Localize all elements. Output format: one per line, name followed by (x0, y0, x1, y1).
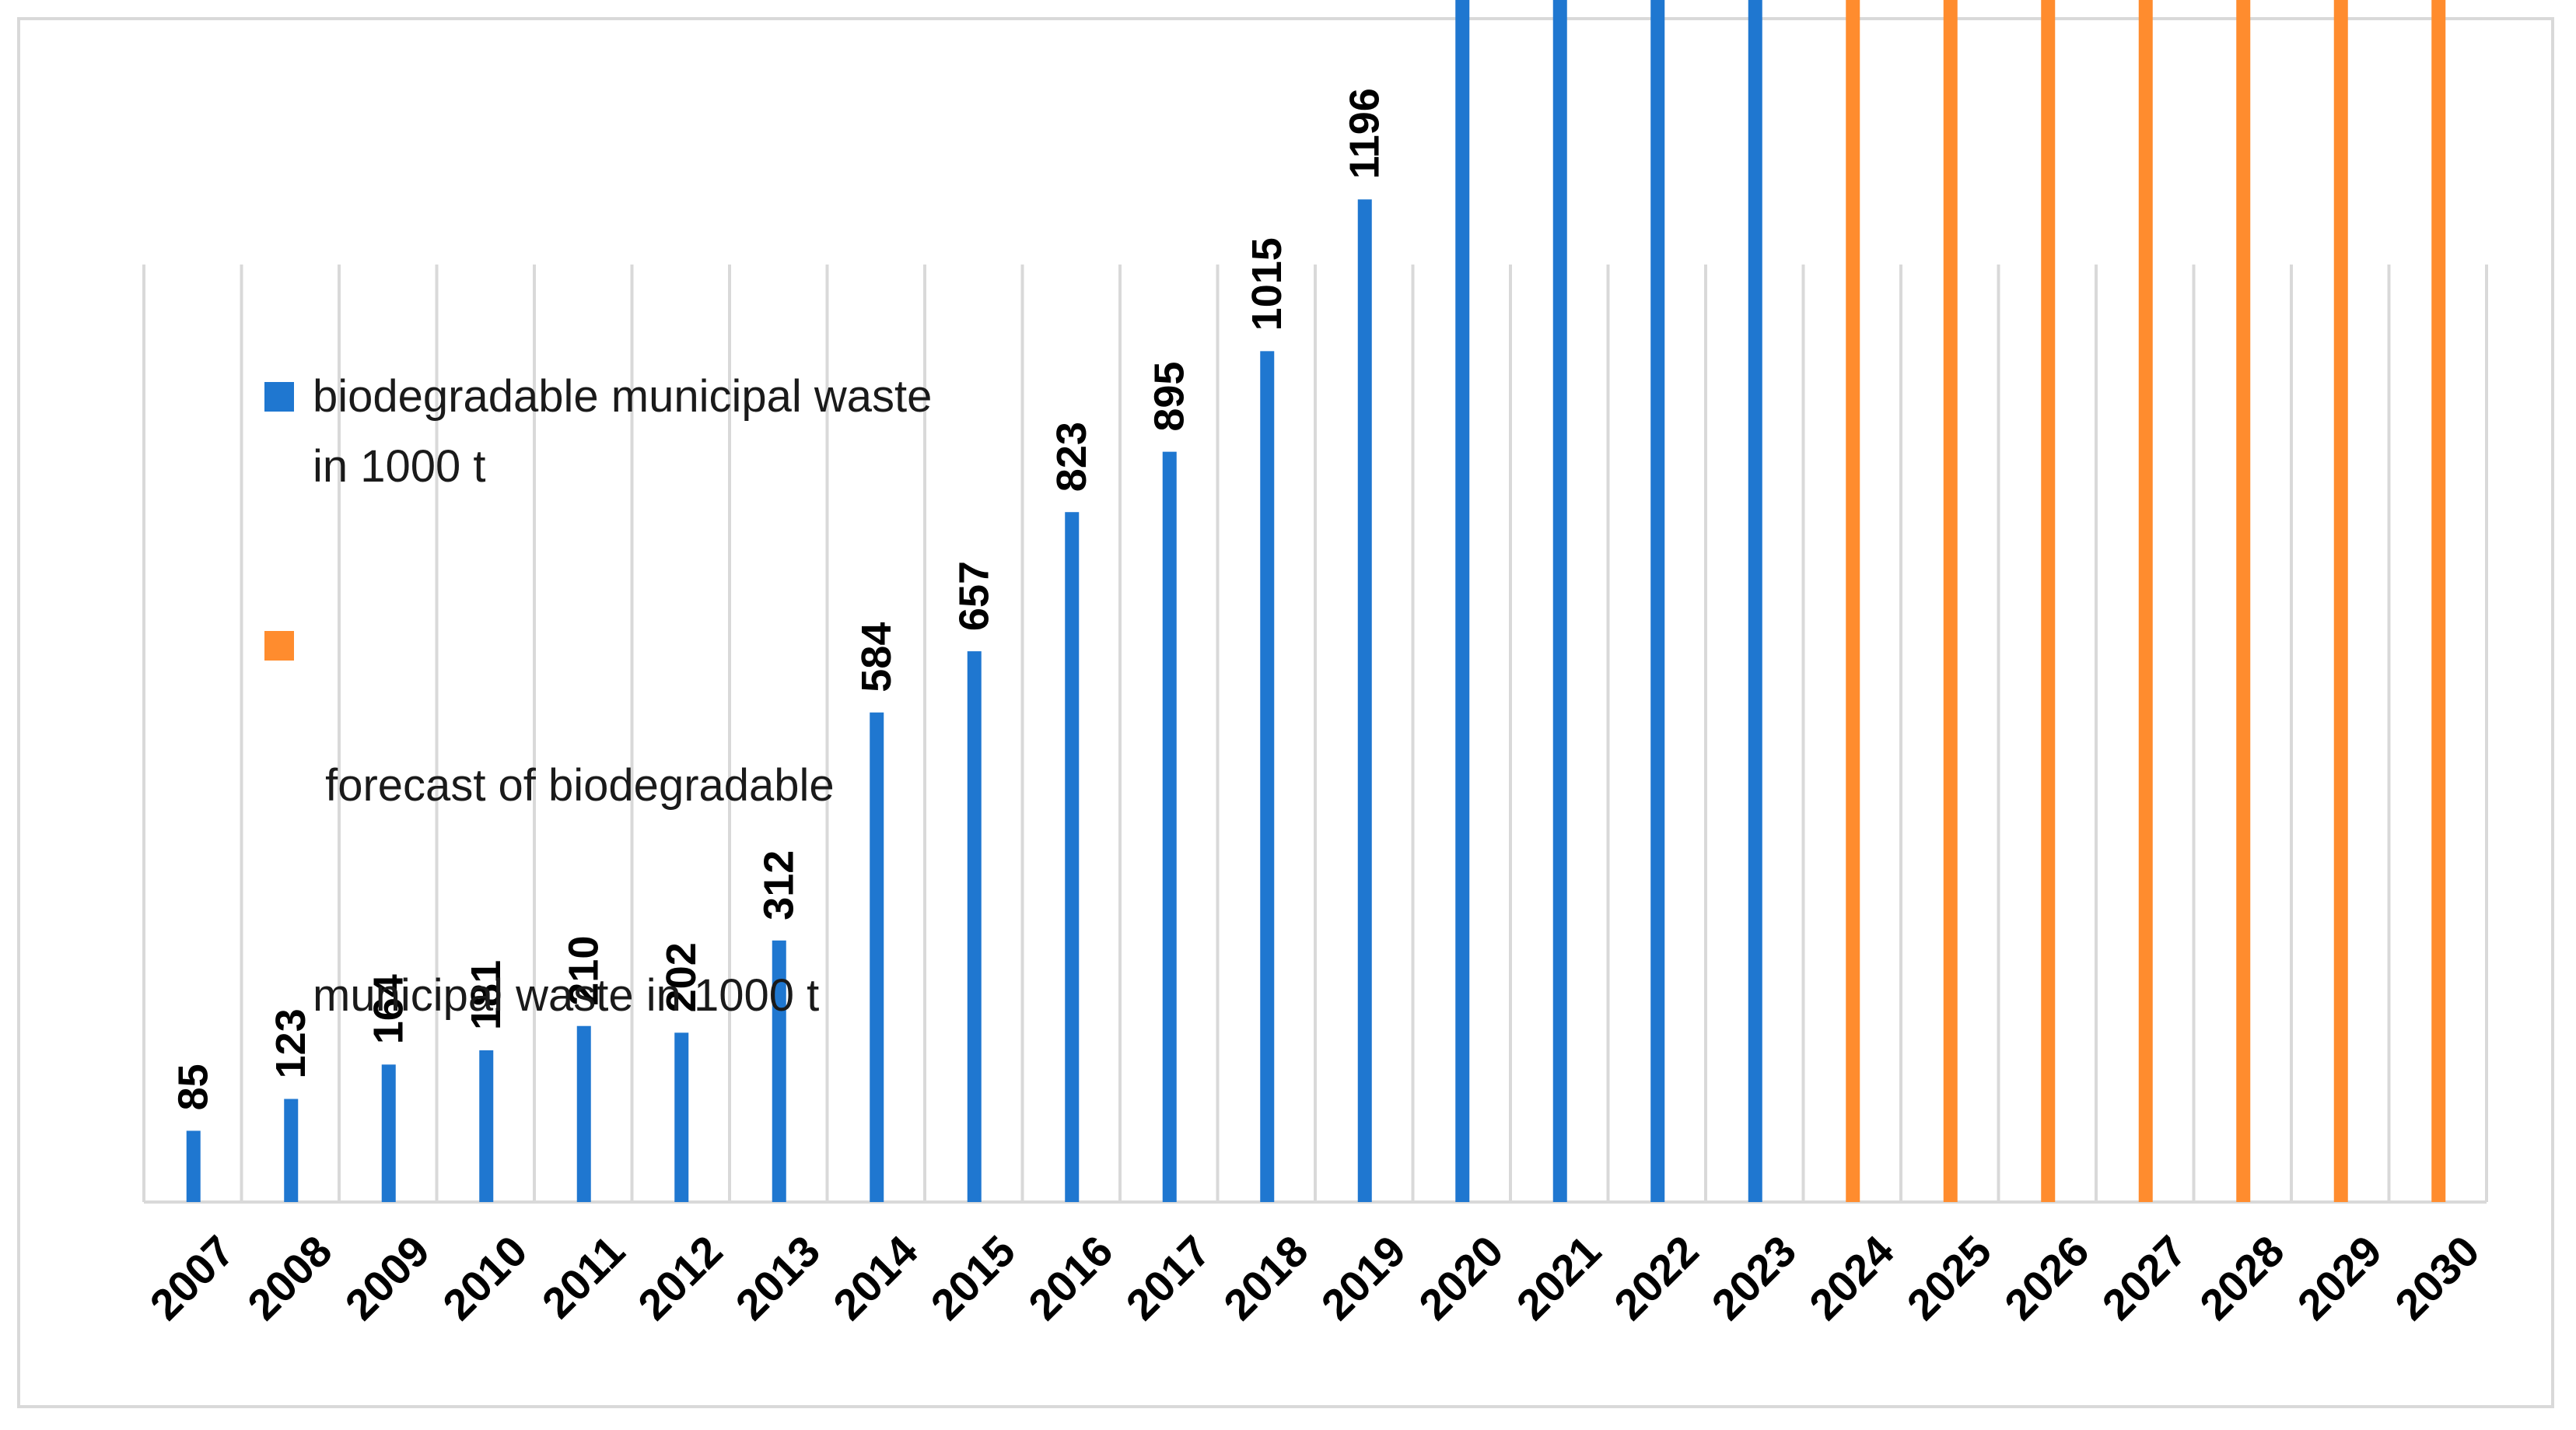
bar-actual-2018 (1260, 351, 1275, 1202)
bar-actual-2010 (479, 1050, 494, 1202)
x-tick-label-2029: 2029 (2287, 1226, 2391, 1330)
bar-actual-2016 (1065, 512, 1080, 1202)
data-label-2015: 657 (951, 561, 998, 631)
legend-label-forecast-line2: municipal waste in 1000 t (313, 970, 820, 1021)
bar-actual-2023 (1748, 0, 1762, 1202)
x-tick-label-2023: 2023 (1702, 1226, 1805, 1330)
bar-actual-2015 (967, 651, 982, 1202)
bar-forecast-2025 (1943, 0, 1958, 1202)
x-tick-label-2014: 2014 (824, 1226, 927, 1330)
data-label-2007: 85 (170, 1064, 217, 1110)
data-label-2009: 164 (366, 974, 412, 1044)
x-tick-label-2021: 2021 (1507, 1226, 1610, 1330)
bar-actual-2009 (381, 1064, 396, 1202)
chart-frame (17, 17, 2554, 1408)
bar-actual-2011 (576, 1025, 591, 1202)
x-tick-label-2027: 2027 (2092, 1226, 2196, 1330)
x-tick-label-2007: 2007 (140, 1226, 243, 1330)
bar-forecast-2029 (2333, 0, 2348, 1202)
bar-actual-2007 (186, 1130, 201, 1202)
x-tick-label-2024: 2024 (1800, 1226, 1903, 1330)
x-tick-label-2025: 2025 (1897, 1226, 2000, 1330)
bar-actual-2012 (674, 1032, 689, 1202)
legend-label-actual-line2: in 1000 t (313, 441, 486, 492)
x-tick-label-2018: 2018 (1214, 1226, 1318, 1330)
legend-swatch-forecast (264, 631, 294, 661)
x-tick-label-2030: 2030 (2385, 1226, 2489, 1330)
x-tick-label-2026: 2026 (1995, 1226, 2098, 1330)
bar-actual-2017 (1162, 451, 1177, 1202)
x-tick-label-2016: 2016 (1019, 1226, 1122, 1330)
bar-forecast-2024 (1846, 0, 1860, 1202)
data-label-2012: 202 (658, 942, 705, 1012)
x-tick-label-2015: 2015 (921, 1226, 1024, 1330)
bar-actual-2013 (772, 940, 786, 1202)
data-label-2011: 210 (561, 936, 607, 1006)
x-tick-label-2013: 2013 (726, 1226, 829, 1330)
data-label-2013: 312 (756, 850, 803, 920)
legend-swatch-actual (264, 382, 294, 412)
x-tick-label-2017: 2017 (1116, 1226, 1220, 1330)
legend-label-forecast-line1: forecast of biodegradable (313, 760, 835, 811)
bar-actual-2019 (1357, 199, 1372, 1202)
bar-forecast-2026 (2041, 0, 2056, 1202)
bar-forecast-2030 (2431, 0, 2446, 1202)
data-label-2017: 895 (1146, 362, 1193, 432)
legend-label-actual-line1: biodegradable municipal waste (313, 371, 933, 422)
bar-actual-2021 (1552, 0, 1567, 1203)
data-label-2019: 1196 (1342, 88, 1388, 179)
x-tick-label-2008: 2008 (238, 1226, 341, 1330)
x-tick-label-2011: 2011 (533, 1226, 634, 1327)
bar-actual-2022 (1650, 0, 1665, 1202)
bar-actual-2014 (870, 712, 884, 1202)
x-tick-label-2022: 2022 (1605, 1226, 1708, 1330)
data-label-2008: 123 (268, 1008, 314, 1078)
data-label-2014: 584 (853, 622, 900, 692)
data-label-2016: 823 (1048, 422, 1095, 492)
x-tick-label-2009: 2009 (335, 1226, 439, 1330)
bar-forecast-2028 (2236, 0, 2251, 1203)
x-tick-label-2028: 2028 (2190, 1226, 2294, 1330)
data-label-2018: 1015 (1244, 237, 1290, 331)
bar-forecast-2027 (2138, 0, 2153, 1202)
x-tick-label-2010: 2010 (433, 1226, 537, 1330)
x-tick-label-2020: 2020 (1409, 1226, 1513, 1330)
x-tick-label-2019: 2019 (1311, 1226, 1415, 1330)
bar-actual-2020 (1455, 0, 1470, 1203)
bar-actual-2008 (284, 1099, 299, 1202)
x-tick-label-2012: 2012 (628, 1226, 732, 1330)
data-label-2010: 181 (463, 960, 509, 1030)
